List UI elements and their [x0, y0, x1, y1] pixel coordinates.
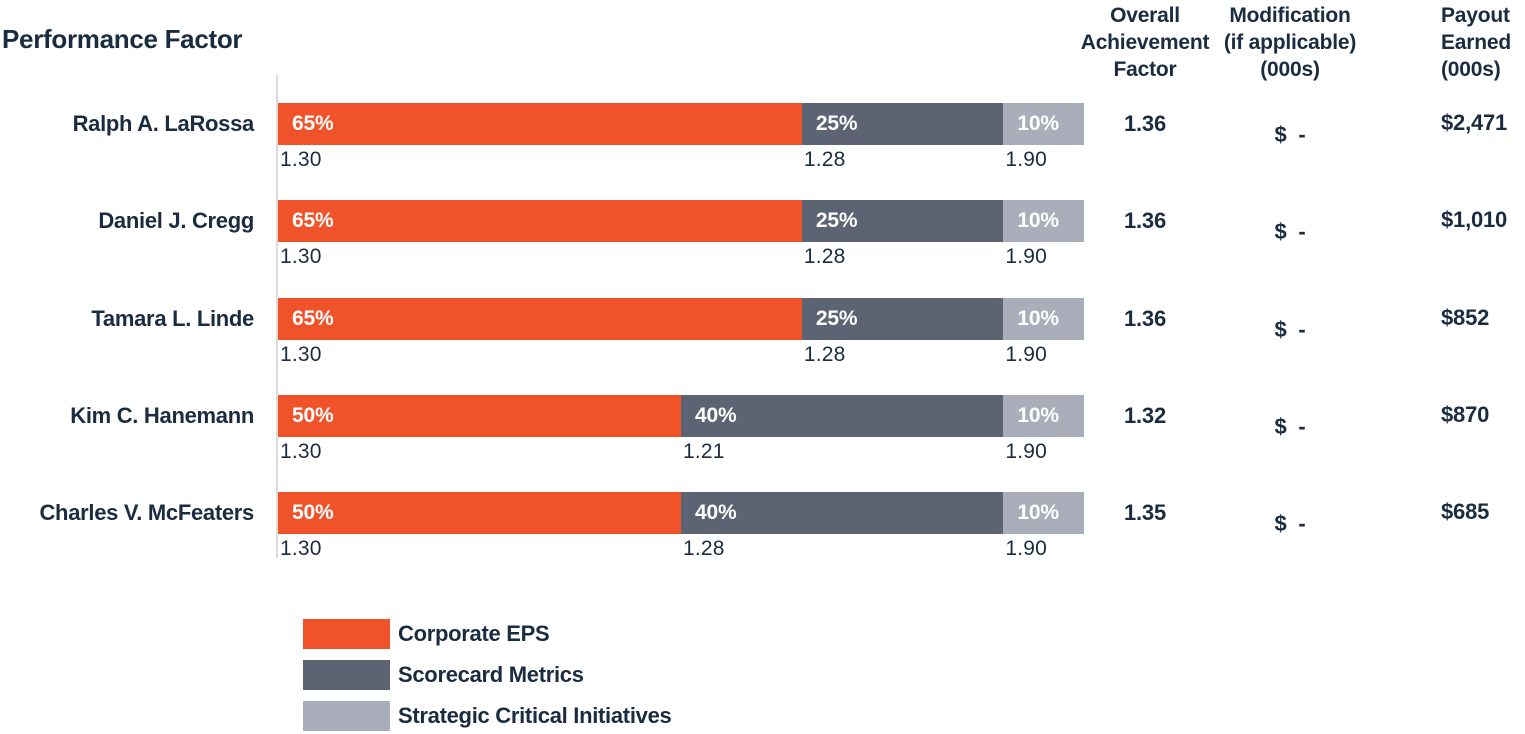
executive-name: Daniel J. Cregg — [98, 208, 254, 233]
component-factor-values: 1.30 1.28 1.90 — [278, 342, 1084, 370]
legend-swatch-strategic-initiatives — [303, 701, 390, 731]
component-factor-value: 1.28 — [803, 245, 846, 268]
overall-achievement-factor-value: 1.36 — [1123, 306, 1167, 331]
column-header-overall-achievement-factor: Overall Achievement Factor — [1080, 4, 1210, 81]
bar-segment-corporate-eps: 50% — [278, 492, 681, 534]
payout-earned-value: $870 — [1441, 402, 1490, 427]
modification-value: $ - — [1274, 219, 1306, 244]
legend-item: Scorecard Metrics — [303, 660, 671, 690]
axis-baseline — [276, 75, 278, 558]
segment-weight-label: 25% — [815, 307, 858, 330]
bar-segment-strategic-initiatives: 10% — [1003, 492, 1084, 534]
overall-achievement-factor-value: 1.36 — [1123, 111, 1167, 136]
legend-swatch-scorecard-metrics — [303, 660, 390, 690]
component-factor-values: 1.30 1.28 1.90 — [278, 244, 1084, 272]
bar-segment-strategic-initiatives: 10% — [1003, 395, 1084, 437]
bar-segment-scorecard-metrics: 40% — [681, 492, 1004, 534]
segment-weight-label: 40% — [695, 404, 737, 427]
bar-segment-strategic-initiatives: 10% — [1003, 103, 1084, 145]
segment-weight-label: 10% — [1017, 209, 1059, 232]
stacked-bar: 65% 25% 10% — [278, 200, 1084, 242]
bar-segment-scorecard-metrics: 25% — [801, 200, 1004, 242]
component-factor-value: 1.21 — [683, 440, 725, 463]
component-factor-value: 1.90 — [1005, 148, 1048, 171]
legend-swatch-corporate-eps — [303, 619, 390, 649]
bar-segment-corporate-eps: 50% — [278, 395, 681, 437]
modification-value: $ - — [1274, 511, 1306, 536]
executive-name: Tamara L. Linde — [91, 306, 254, 331]
legend: Corporate EPS Scorecard Metrics Strategi… — [303, 619, 672, 734]
bar-segment-corporate-eps: 65% — [278, 298, 802, 340]
component-factor-value: 1.30 — [280, 440, 322, 463]
component-factor-values: 1.30 1.21 1.90 — [278, 439, 1084, 467]
column-header-modification: Modification (if applicable) (000s) — [1223, 4, 1357, 81]
executive-row: Daniel J. Cregg 65% 25% 10% 1.30 1.28 1.… — [0, 200, 1525, 275]
segment-weight-label: 40% — [695, 501, 737, 524]
component-factor-value: 1.90 — [1005, 440, 1048, 463]
component-factor-value: 1.30 — [280, 245, 322, 268]
payout-earned-value: $852 — [1441, 305, 1490, 330]
component-factor-value: 1.28 — [683, 537, 725, 560]
bar-segment-scorecard-metrics: 25% — [801, 298, 1004, 340]
segment-weight-label: 50% — [292, 404, 334, 427]
segment-weight-label: 65% — [292, 209, 334, 232]
stacked-bar: 65% 25% 10% — [278, 298, 1084, 340]
modification-value: $ - — [1274, 122, 1306, 147]
executive-row: Tamara L. Linde 65% 25% 10% 1.30 1.28 1.… — [0, 298, 1525, 373]
component-factor-value: 1.30 — [280, 343, 322, 366]
component-factor-values: 1.30 1.28 1.90 — [278, 536, 1084, 564]
segment-weight-label: 25% — [815, 209, 858, 232]
bar-segment-scorecard-metrics: 40% — [681, 395, 1004, 437]
overall-achievement-factor-value: 1.32 — [1123, 403, 1167, 428]
stacked-bar: 50% 40% 10% — [278, 395, 1084, 437]
modification-value: $ - — [1274, 414, 1306, 439]
component-factor-value: 1.90 — [1005, 245, 1048, 268]
executive-name: Kim C. Hanemann — [70, 403, 254, 428]
component-factor-value: 1.30 — [280, 537, 322, 560]
legend-label: Strategic Critical Initiatives — [398, 703, 672, 728]
executive-name: Charles V. McFeaters — [39, 500, 254, 525]
component-factor-value: 1.28 — [803, 148, 846, 171]
bar-rows: Ralph A. LaRossa 65% 25% 10% 1.30 1.28 1… — [0, 103, 1525, 567]
segment-weight-label: 10% — [1017, 404, 1059, 427]
bar-segment-corporate-eps: 65% — [278, 103, 802, 145]
executive-row: Kim C. Hanemann 50% 40% 10% 1.30 1.21 1.… — [0, 395, 1525, 470]
overall-achievement-factor-value: 1.35 — [1123, 500, 1167, 525]
bar-segment-corporate-eps: 65% — [278, 200, 802, 242]
payout-earned-value: $685 — [1441, 499, 1490, 524]
component-factor-value: 1.90 — [1005, 537, 1048, 560]
payout-earned-value: $2,471 — [1441, 110, 1508, 135]
executive-row: Ralph A. LaRossa 65% 25% 10% 1.30 1.28 1… — [0, 103, 1525, 178]
segment-weight-label: 65% — [292, 112, 334, 135]
bar-segment-strategic-initiatives: 10% — [1003, 298, 1084, 340]
column-header-payout-earned: Payout Earned (000s) — [1441, 4, 1511, 81]
payout-earned-value: $1,010 — [1441, 207, 1508, 232]
component-factor-value: 1.28 — [803, 343, 846, 366]
segment-weight-label: 10% — [1017, 501, 1059, 524]
legend-label: Scorecard Metrics — [398, 662, 584, 687]
legend-item: Corporate EPS — [303, 619, 671, 649]
segment-weight-label: 10% — [1017, 112, 1059, 135]
segment-weight-label: 50% — [292, 501, 334, 524]
segment-weight-label: 25% — [815, 112, 858, 135]
executive-name: Ralph A. LaRossa — [72, 111, 255, 136]
overall-achievement-factor-value: 1.36 — [1123, 208, 1167, 233]
bar-segment-strategic-initiatives: 10% — [1003, 200, 1084, 242]
component-factor-value: 1.30 — [280, 148, 322, 171]
stacked-bar: 50% 40% 10% — [278, 492, 1084, 534]
stacked-bar: 65% 25% 10% — [278, 103, 1084, 145]
page-title: Performance Factor — [2, 24, 243, 54]
component-factor-values: 1.30 1.28 1.90 — [278, 147, 1084, 175]
modification-value: $ - — [1274, 317, 1306, 342]
bar-segment-scorecard-metrics: 25% — [801, 103, 1004, 145]
component-factor-value: 1.90 — [1005, 343, 1048, 366]
segment-weight-label: 10% — [1017, 307, 1059, 330]
segment-weight-label: 65% — [292, 307, 334, 330]
legend-label: Corporate EPS — [398, 621, 550, 646]
legend-item: Strategic Critical Initiatives — [303, 701, 672, 731]
executive-row: Charles V. McFeaters 50% 40% 10% 1.30 1.… — [0, 492, 1525, 567]
